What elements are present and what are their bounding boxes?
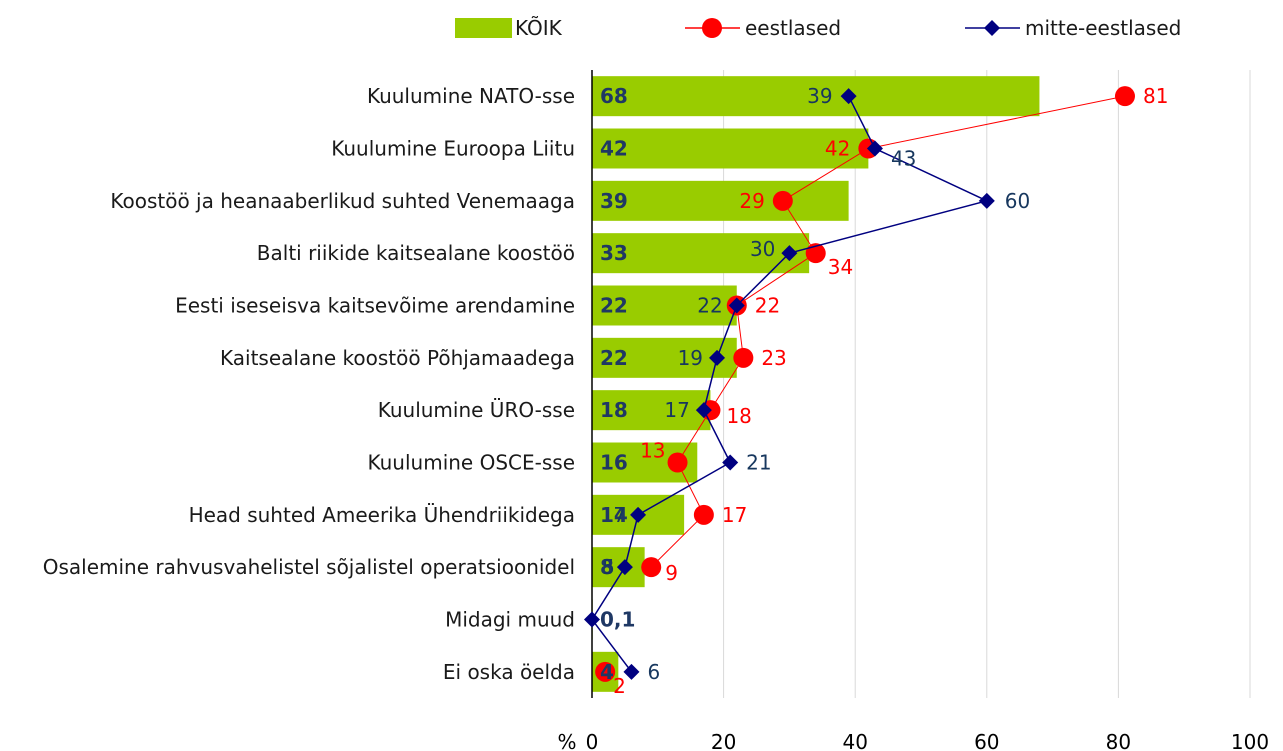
category-label: Koostöö ja heanaaberlikud suhted Venemaa… bbox=[110, 189, 575, 213]
category-label: Kuulumine OSCE-sse bbox=[368, 451, 575, 475]
point-value-label: 6 bbox=[647, 660, 660, 684]
bar-value-label: 18 bbox=[600, 398, 628, 422]
bar-value-label: 22 bbox=[600, 294, 628, 318]
category-label: Kaitsealane koostöö Põhjamaadega bbox=[220, 346, 575, 370]
point bbox=[1114, 86, 1135, 107]
bar bbox=[592, 390, 711, 431]
bar-value-label: 22 bbox=[600, 346, 628, 370]
point-value-label: 29 bbox=[739, 189, 764, 213]
point-value-label: 34 bbox=[828, 255, 853, 279]
category-label: Kuulumine Euroopa Liitu bbox=[331, 137, 575, 161]
point bbox=[584, 611, 600, 628]
legend-marker bbox=[984, 20, 1000, 36]
x-tick-label: 20 bbox=[711, 730, 736, 751]
point-value-label: 43 bbox=[891, 147, 916, 171]
point-value-label: 17 bbox=[664, 398, 689, 422]
point bbox=[667, 452, 688, 473]
bar bbox=[592, 233, 810, 274]
point-value-label: 23 bbox=[761, 346, 786, 370]
category-label: Midagi muud bbox=[445, 608, 575, 632]
point-value-label: 22 bbox=[697, 294, 722, 318]
bar-value-label: 8 bbox=[600, 555, 614, 579]
point bbox=[695, 402, 712, 419]
series-line bbox=[650, 95, 1126, 568]
x-axis-label: % bbox=[557, 730, 576, 751]
point bbox=[641, 557, 662, 578]
x-tick-label: 80 bbox=[1106, 730, 1131, 751]
point bbox=[733, 347, 754, 368]
bar-value-label: 33 bbox=[600, 241, 628, 265]
point-value-label: 9 bbox=[665, 561, 678, 585]
point-value-label: 21 bbox=[746, 451, 771, 475]
x-tick-label: 60 bbox=[974, 730, 999, 751]
point-value-label: 5 bbox=[602, 555, 615, 579]
point-value-label: 81 bbox=[1143, 84, 1168, 108]
point-value-label: 2 bbox=[613, 674, 626, 698]
point-value-label: 18 bbox=[726, 404, 751, 428]
category-label: Balti riikide kaitsealane koostöö bbox=[257, 241, 575, 265]
point bbox=[616, 559, 633, 576]
bar bbox=[592, 180, 849, 221]
bar-value-label: 39 bbox=[600, 189, 628, 213]
bar-value-label: 68 bbox=[600, 84, 628, 108]
legend-label: eestlased bbox=[745, 16, 841, 40]
point bbox=[630, 506, 647, 523]
point bbox=[709, 349, 726, 366]
category-label: Ei oska öelda bbox=[443, 660, 575, 684]
point bbox=[623, 663, 640, 680]
series-line bbox=[591, 95, 989, 673]
point bbox=[781, 245, 798, 262]
bar bbox=[592, 76, 1040, 117]
point bbox=[840, 88, 857, 105]
point-value-label: 7 bbox=[613, 503, 626, 527]
point-value-label: 17 bbox=[722, 503, 747, 527]
point bbox=[772, 190, 793, 211]
point-value-label: 60 bbox=[1005, 189, 1030, 213]
legend-marker bbox=[702, 18, 722, 38]
category-label: Osalemine rahvusvahelistel sõjalistel op… bbox=[43, 555, 575, 579]
point-value-label: 13 bbox=[640, 439, 665, 463]
point bbox=[722, 454, 739, 471]
point-value-label: 39 bbox=[807, 84, 832, 108]
bar-value-label: 4 bbox=[600, 660, 614, 684]
x-tick-label: 100 bbox=[1231, 730, 1269, 751]
category-label: Kuulumine ÜRO-sse bbox=[378, 398, 575, 422]
bar-value-label: 0,1 bbox=[600, 608, 635, 632]
x-tick-label: 40 bbox=[842, 730, 867, 751]
point-value-label: 30 bbox=[750, 237, 775, 261]
point-value-label: 22 bbox=[755, 294, 780, 318]
point-value-label: 19 bbox=[678, 346, 703, 370]
point bbox=[728, 297, 745, 314]
legend-swatch bbox=[455, 18, 512, 38]
bar-value-label: 14 bbox=[600, 503, 628, 527]
bar bbox=[592, 128, 869, 169]
legend-label: mitte-eestlased bbox=[1025, 16, 1181, 40]
legend-label: KÕIK bbox=[515, 16, 563, 40]
bar bbox=[592, 285, 737, 326]
point bbox=[978, 192, 995, 209]
point bbox=[866, 140, 883, 157]
category-label: Kuulumine NATO-sse bbox=[367, 84, 575, 108]
point-value-label: 42 bbox=[825, 137, 850, 161]
category-label: Eesti iseseisva kaitsevõime arendamine bbox=[175, 294, 575, 318]
category-label: Head suhted Ameerika Ühendriikidega bbox=[189, 503, 575, 527]
point bbox=[693, 504, 714, 525]
bar-value-label: 16 bbox=[600, 451, 628, 475]
x-tick-label: 0 bbox=[586, 730, 599, 751]
point bbox=[595, 661, 616, 682]
bar-value-label: 42 bbox=[600, 137, 628, 161]
